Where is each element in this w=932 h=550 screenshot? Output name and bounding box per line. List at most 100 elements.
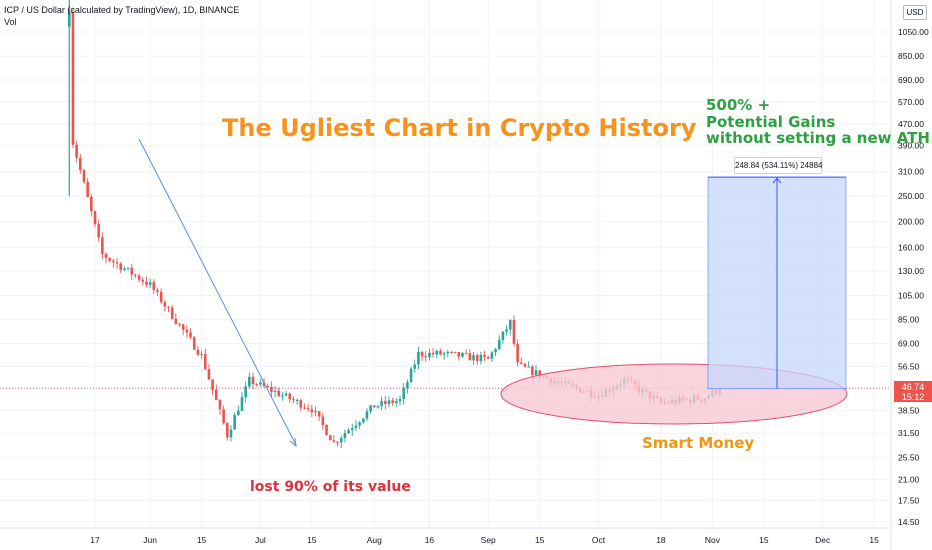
candle-body (75, 144, 78, 158)
gains-line-1: 500% + (706, 96, 771, 114)
y-tick-label: 200.00 (898, 217, 924, 227)
candle-body (472, 355, 475, 361)
candle-body (170, 307, 174, 319)
candle-body (398, 398, 402, 402)
candle-body (505, 329, 508, 332)
candle-body (439, 350, 442, 355)
candle-body (86, 182, 89, 197)
candle-body (226, 423, 229, 438)
measure-label: 248.84 (534.11%) 24884 (734, 157, 822, 174)
candle-body (240, 397, 244, 411)
price-badge: 46.74 15:12 (894, 381, 932, 402)
candle-body (527, 366, 530, 368)
candle-body (376, 405, 380, 408)
y-tick-label: 69.00 (898, 339, 920, 349)
candle-body (115, 262, 119, 264)
candle-body (417, 352, 420, 365)
candle-body (523, 363, 527, 367)
currency-button[interactable]: USD (903, 5, 927, 20)
candle-body (156, 289, 159, 292)
y-tick-label: 85.00 (898, 315, 920, 325)
candle-body (306, 407, 310, 410)
y-tick-label: 17.50 (898, 495, 920, 505)
x-tick-label: 16 (425, 535, 435, 545)
candle-body (200, 353, 203, 355)
gains-line-2: Potential Gains (706, 112, 836, 131)
gains-annotation: 500% + Potential Gains without setting a… (706, 97, 930, 147)
candle-body (141, 279, 145, 282)
candle-body (380, 400, 383, 406)
candle-body (413, 364, 417, 369)
candle-body (464, 353, 468, 355)
x-tick-label: 15 (307, 535, 317, 545)
candle-body (248, 376, 251, 387)
candle-body (531, 366, 534, 376)
y-tick-label: 56.50 (898, 361, 920, 371)
candle-body (332, 440, 336, 442)
candle-body (90, 196, 93, 212)
candle-body (538, 370, 541, 378)
candle-body (104, 254, 108, 259)
candle-body (435, 350, 439, 355)
candle-body (277, 391, 281, 397)
price-badge-value: 46.74 (901, 382, 925, 392)
candle-body (317, 411, 321, 417)
candle-body (468, 353, 472, 361)
candle-body (145, 281, 148, 285)
smart-money-annotation: Smart Money (642, 434, 755, 452)
candle-body (130, 267, 134, 275)
y-tick-label: 690.00 (898, 75, 924, 85)
y-tick-label: 14.50 (898, 517, 920, 527)
candle-body (295, 400, 299, 402)
candle-body (214, 389, 218, 400)
candle-body (497, 339, 501, 350)
x-tick-label: Nov (705, 535, 721, 545)
candle-body (266, 386, 270, 388)
y-tick-label: 570.00 (898, 97, 924, 107)
candle-body (450, 351, 453, 353)
candle-body (321, 416, 325, 425)
volume-indicator-label: Vol (4, 17, 17, 27)
candle-body (189, 332, 192, 338)
projection-arrow-head (772, 177, 782, 184)
candle-body (218, 399, 222, 410)
x-tick-label: Sep (481, 535, 496, 545)
y-tick-label: 130.00 (898, 266, 924, 276)
y-tick-label: 31.50 (898, 428, 920, 438)
candle-body (494, 349, 497, 353)
candle-body (119, 263, 123, 270)
candle-body (395, 401, 398, 404)
candle-body (167, 306, 170, 308)
candle-body (262, 382, 266, 387)
y-tick-label: 250.00 (898, 191, 924, 201)
candle-body (354, 425, 358, 429)
candle-body (97, 224, 100, 238)
candle-body (486, 356, 490, 359)
y-tick-label: 160.00 (898, 242, 924, 252)
candle-body (512, 319, 516, 344)
candle-body (207, 369, 211, 380)
candle-body (203, 353, 207, 370)
candle-body (112, 260, 115, 263)
candle-body (373, 405, 376, 408)
candle-body (159, 291, 163, 303)
candle-body (483, 354, 486, 357)
x-tick-label: 15 (197, 535, 207, 545)
candle-body (259, 382, 262, 385)
x-tick-label: Jun (143, 535, 157, 545)
candle-body (251, 376, 255, 385)
loss-annotation: lost 90% of its value (250, 479, 411, 495)
candle-body (461, 353, 464, 357)
candle-body (343, 433, 347, 439)
candle-body (328, 435, 332, 441)
candle-body (211, 379, 214, 390)
candle-body (350, 428, 354, 431)
candle-body (361, 418, 365, 423)
x-tick-label: Dec (815, 535, 831, 545)
candle-body (192, 337, 196, 350)
candle-body (233, 415, 236, 430)
candle-body (163, 302, 167, 307)
candle-body (420, 352, 424, 357)
y-tick-label: 470.00 (898, 119, 924, 129)
